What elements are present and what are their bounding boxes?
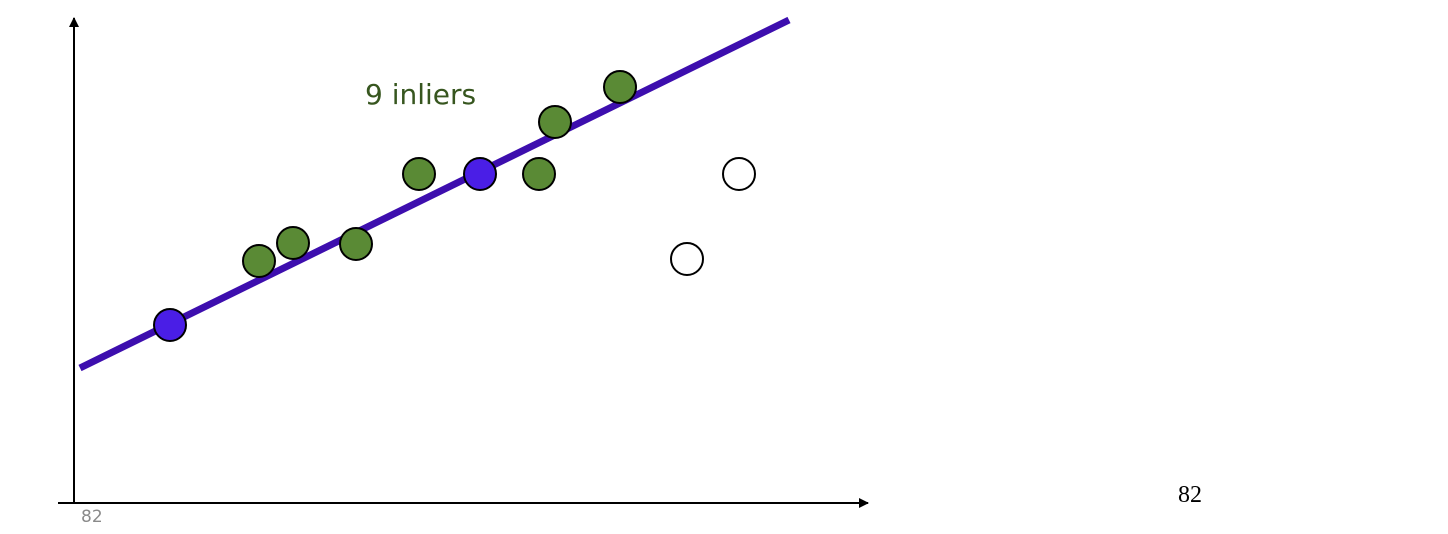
inlier-point-7 (603, 70, 637, 104)
inlier-count-label: 9 inliers (365, 78, 476, 111)
fitted-line (78, 16, 791, 372)
outlier-point-1 (670, 242, 704, 276)
inlier-point-3 (339, 227, 373, 261)
data-points (153, 70, 756, 342)
inlier-point-2 (276, 226, 310, 260)
inlier-point-6 (538, 105, 572, 139)
inlier-point-1 (242, 244, 276, 278)
slide-number-right: 82 (1178, 482, 1202, 508)
inlier-point-4 (402, 157, 436, 191)
sample-point-1 (153, 308, 187, 342)
inlier-point-5 (522, 157, 556, 191)
slide-number-left: 82 (81, 507, 103, 527)
sample-point-2 (463, 157, 497, 191)
outlier-point-2 (722, 157, 756, 191)
